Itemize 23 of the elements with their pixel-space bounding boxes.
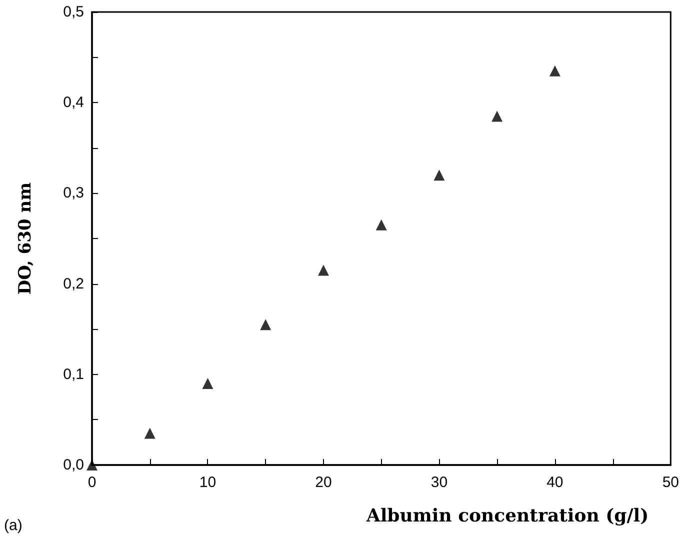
y-tick-label: 0,2: [63, 275, 84, 292]
point: [434, 170, 445, 181]
point: [260, 319, 272, 330]
point: [492, 110, 503, 122]
point: [376, 219, 387, 230]
y-tick-label: 0,5: [63, 4, 84, 20]
point: [318, 264, 329, 276]
y-tick-label: 0,0: [63, 456, 84, 474]
x-tick-label: 0: [88, 474, 96, 491]
x-tick-label: 20: [315, 474, 332, 491]
point: [202, 378, 214, 389]
point: [549, 65, 560, 76]
x-tick-label: 10: [199, 474, 216, 491]
y-tick-label: 0,1: [63, 366, 84, 383]
x-tick-label: 30: [430, 474, 448, 491]
text: (a): [4, 517, 22, 534]
x-tick-label: 40: [546, 474, 564, 491]
y-axis-title: DO, 630 nm: [16, 182, 36, 295]
y-tick-label: 0,3: [63, 184, 84, 202]
y-tick-label: 0,4: [63, 94, 84, 112]
point: [144, 428, 156, 439]
x-axis-title: Albumin concentration (g/l): [365, 506, 649, 526]
x-tick-label: 50: [662, 474, 679, 491]
